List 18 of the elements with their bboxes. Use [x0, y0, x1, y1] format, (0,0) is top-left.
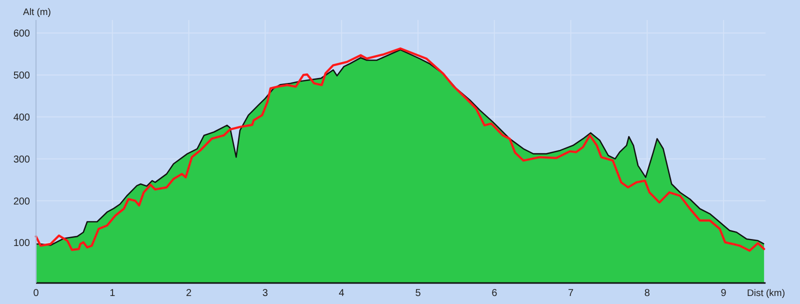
y-tick-label: 600	[13, 28, 30, 40]
y-tick-label: 400	[13, 112, 30, 124]
y-tick-label: 100	[13, 238, 30, 250]
y-tick-label: 500	[13, 70, 30, 82]
x-tick-label: 6	[492, 288, 498, 299]
x-tick-label: 5	[415, 288, 422, 299]
x-tick-label: 3	[262, 288, 268, 299]
x-tick-label: 7	[568, 288, 574, 299]
y-tick-label: 300	[13, 154, 30, 166]
y-tick-label: 200	[13, 196, 30, 208]
x-tick-label: 1	[110, 288, 116, 299]
x-tick-label: 4	[338, 288, 345, 299]
y-axis-title: Alt (m)	[23, 7, 51, 18]
x-tick-label: 9	[720, 288, 727, 299]
x-tick-label: 0	[33, 288, 40, 299]
x-tick-label: 8	[644, 288, 650, 299]
x-axis-title: Dist (km)	[747, 288, 785, 299]
x-tick-label: 2	[186, 288, 192, 299]
